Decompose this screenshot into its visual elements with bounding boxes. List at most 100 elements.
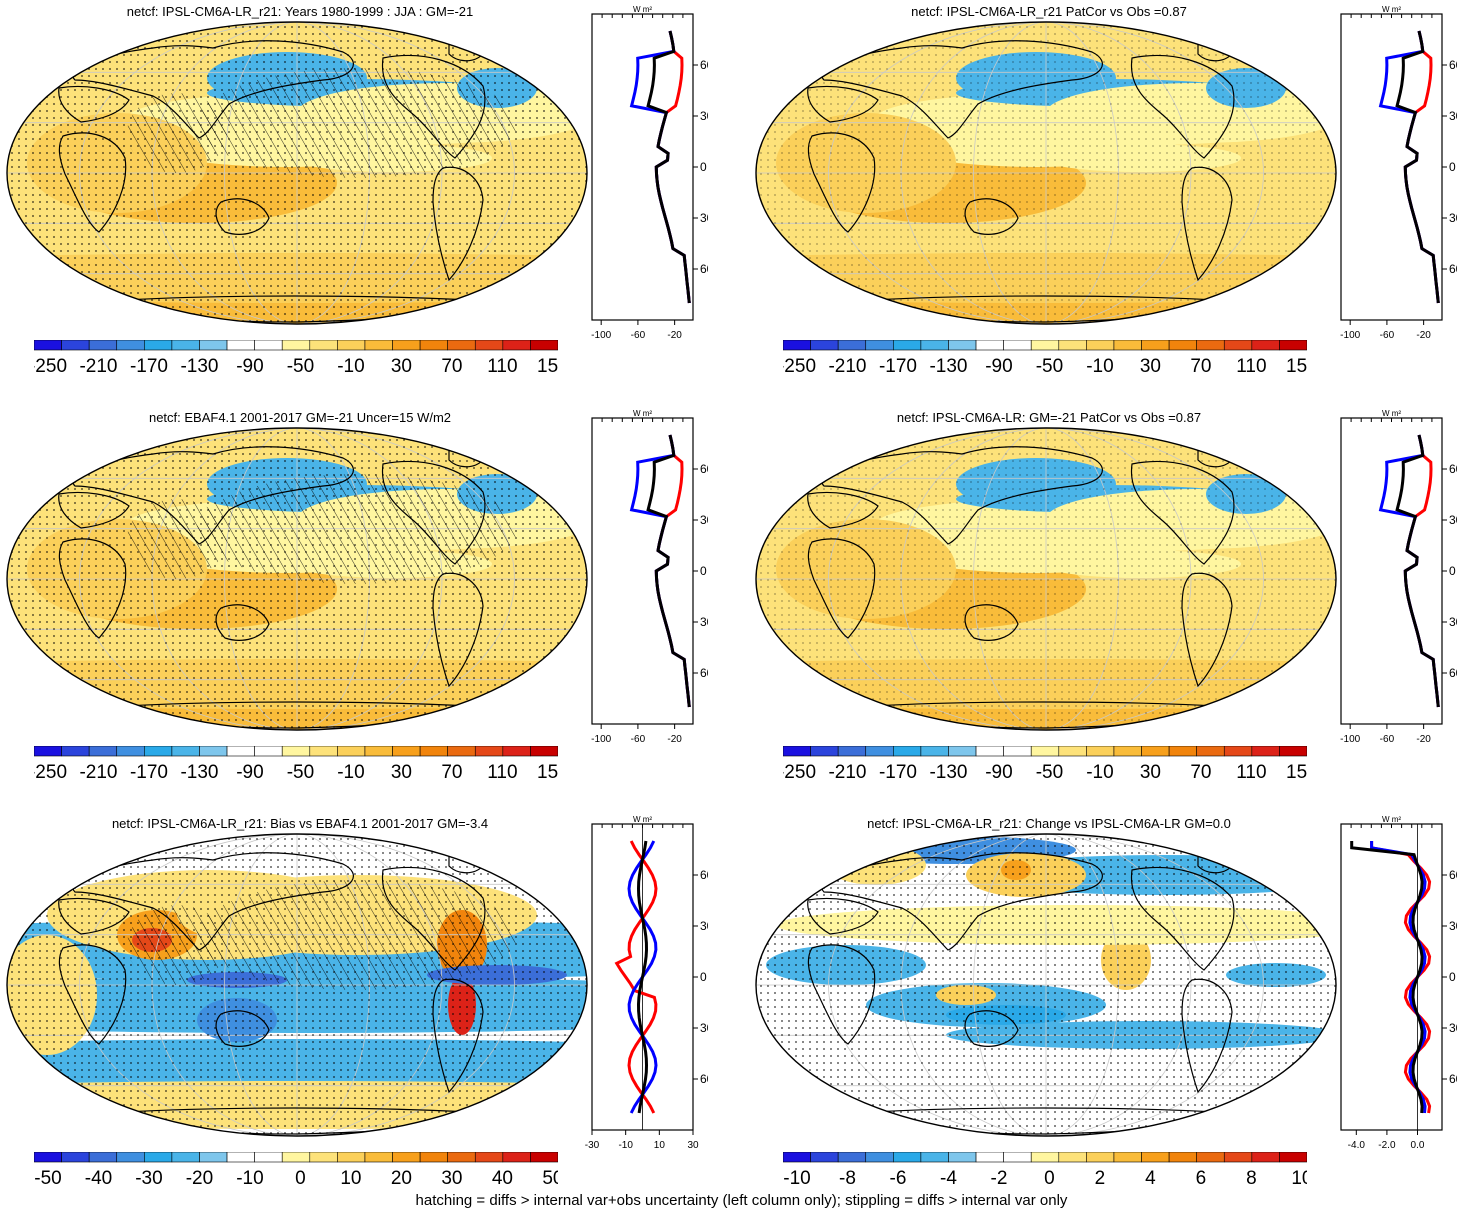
colorbar-tick-label: -30: [135, 1168, 162, 1189]
colorbar-5: -50 -40 -30 -20 -10 0 10 20 30 40 50: [34, 1152, 558, 1189]
profile-units: W m²: [633, 5, 652, 14]
map-panel-4: [755, 427, 1337, 731]
map-panel-6: [755, 833, 1337, 1137]
colorbar-tick-label: -90: [985, 762, 1012, 783]
colorbar-tick-label: -10: [337, 762, 364, 783]
colorbar-4: -250 -210 -170 -130 -90 -50 -10 30 70 110 150: [783, 746, 1307, 783]
profile-line-ref: [1395, 434, 1440, 708]
profile-x-tick-label: -2.0: [1378, 1140, 1396, 1151]
lat-tick-label: 30N: [1449, 919, 1457, 933]
footer-note: hatching = diffs > internal var+obs unce…: [415, 1192, 1068, 1209]
profile-x-tick-label: -60: [1380, 330, 1395, 341]
profile-x-tick-label: -60: [631, 734, 646, 745]
lat-tick-label: 30N: [1449, 109, 1457, 123]
lat-tick-label: 30S: [1449, 615, 1457, 629]
colorbar-tick-label: 110: [1236, 356, 1266, 377]
lat-tick-label: 60N: [1449, 462, 1457, 476]
profile-x-tick-label: -60: [631, 330, 646, 341]
lat-tick-label: 60S: [1449, 262, 1457, 276]
zonal-profile-2: W m² 60N 30N 0 30S 60S -100 -60 -20: [1340, 5, 1457, 341]
panel-title-3: netcf: EBAF4.1 2001-2017 GM=-21 Uncer=15…: [148, 410, 452, 425]
profile-x-tick-label: -60: [1380, 734, 1395, 745]
lat-tick-label: 60S: [700, 666, 708, 680]
colorbar-tick-label: 30: [1140, 356, 1161, 377]
colorbar-tick-label: -170: [130, 762, 168, 783]
colorbar-tick-label: 50: [542, 1168, 558, 1189]
panel-title-2: netcf: IPSL-CM6A-LR_r21 PatCor vs Obs =0…: [911, 4, 1187, 19]
panel-title-1: netcf: IPSL-CM6A-LR_r21: Years 1980-1999…: [126, 4, 474, 19]
zonal-profile-5: W m² 60N 30N 0 30S 60S -30 -10 10 30: [585, 815, 708, 1151]
panel-title-4: netcf: IPSL-CM6A-LR: GM=-21 PatCor vs Ob…: [896, 410, 1202, 425]
colorbar-tick-label: 110: [487, 762, 517, 783]
colorbar-tick-label: 110: [487, 356, 517, 377]
colorbar-tick-label: -130: [929, 356, 967, 377]
colorbar-tick-label: 2: [1095, 1168, 1106, 1189]
profile-x-tick-label: 10: [654, 1140, 666, 1151]
colorbar-tick-label: -210: [79, 762, 117, 783]
lat-tick-label: 60N: [700, 462, 708, 476]
colorbar-tick-label: 10: [1291, 1168, 1307, 1189]
colorbar-tick-label: -40: [85, 1168, 112, 1189]
profile-x-tick-label: 30: [687, 1140, 699, 1151]
lat-tick-label: 0: [700, 160, 707, 174]
colorbar-tick-label: -250: [34, 762, 67, 783]
colorbar-tick-label: -50: [34, 1168, 61, 1189]
map-panel-5: [6, 833, 588, 1137]
colorbar-tick-label: 110: [1236, 762, 1266, 783]
colorbar-3: -250 -210 -170 -130 -90 -50 -10 30 70 110 150: [34, 746, 558, 783]
colorbar-tick-label: 0: [1044, 1168, 1055, 1189]
profile-x-tick-label: -30: [585, 1140, 600, 1151]
colorbar-tick-label: 150: [537, 762, 558, 783]
colorbar-tick-label: 70: [1190, 356, 1211, 377]
profile-x-tick-label: -100: [591, 330, 611, 341]
colorbar-tick-label: 0: [295, 1168, 306, 1189]
colorbar-tick-label: -90: [236, 762, 263, 783]
colorbar-tick-label: 30: [441, 1168, 462, 1189]
profile-line-ref: [1395, 30, 1440, 304]
lat-tick-label: 60S: [1449, 666, 1457, 680]
zonal-profile-4: W m² 60N 30N 0 30S 60S -100 -60 -20: [1340, 409, 1457, 745]
colorbar-tick-label: -8: [839, 1168, 856, 1189]
colorbar-tick-label: -130: [929, 762, 967, 783]
profile-x-tick-label: 0.0: [1411, 1140, 1425, 1151]
lat-tick-label: 30N: [700, 513, 708, 527]
zonal-profile-3: W m² 60N 30N 0 30S 60S -100 -60 -20: [591, 409, 708, 745]
lat-tick-label: 60N: [1449, 58, 1457, 72]
colorbar-tick-label: -10: [337, 356, 364, 377]
lat-tick-label: 30S: [1449, 1021, 1457, 1035]
profile-x-tick-label: -20: [667, 330, 682, 341]
zonal-profile-6: W m² 60N 30N 0 30S 60S -4.0 -2.0 0.0: [1340, 815, 1457, 1151]
colorbar-tick-label: -250: [783, 762, 816, 783]
colorbar-tick-label: 150: [1286, 762, 1307, 783]
colorbar-tick-label: 4: [1145, 1168, 1156, 1189]
colorbar-tick-label: 70: [1190, 762, 1211, 783]
colorbar-tick-label: 70: [441, 356, 462, 377]
colorbar-tick-label: -90: [236, 356, 263, 377]
lat-tick-label: 60N: [700, 868, 708, 882]
lat-tick-label: 0: [1449, 160, 1456, 174]
colorbar-tick-label: -50: [287, 762, 314, 783]
profile-units: W m²: [1382, 815, 1401, 824]
colorbar-tick-label: -20: [186, 1168, 213, 1189]
lat-tick-label: 0: [1449, 970, 1456, 984]
profile-x-tick-label: -20: [1416, 330, 1431, 341]
colorbar-tick-label: -210: [828, 762, 866, 783]
colorbar-tick-label: 150: [537, 356, 558, 377]
profile-x-tick-label: -20: [667, 734, 682, 745]
colorbar-tick-label: -10: [783, 1168, 810, 1189]
lat-tick-label: 60S: [700, 1072, 708, 1086]
profile-x-tick-label: -10: [618, 1140, 633, 1151]
lat-tick-label: 60S: [700, 262, 708, 276]
colorbar-tick-label: -250: [783, 356, 816, 377]
colorbar-tick-label: -170: [879, 762, 917, 783]
colorbar-2: -250 -210 -170 -130 -90 -50 -10 30 70 110 150: [783, 340, 1307, 377]
colorbar-tick-label: 20: [391, 1168, 412, 1189]
colorbar-tick-label: -10: [236, 1168, 263, 1189]
map-panel-2: [755, 21, 1337, 325]
lat-tick-label: 30S: [700, 1021, 708, 1035]
lat-tick-label: 30S: [1449, 211, 1457, 225]
colorbar-tick-label: 8: [1246, 1168, 1257, 1189]
lat-tick-label: 30N: [1449, 513, 1457, 527]
profile-units: W m²: [1382, 5, 1401, 14]
profile-x-tick-label: -100: [1340, 734, 1360, 745]
